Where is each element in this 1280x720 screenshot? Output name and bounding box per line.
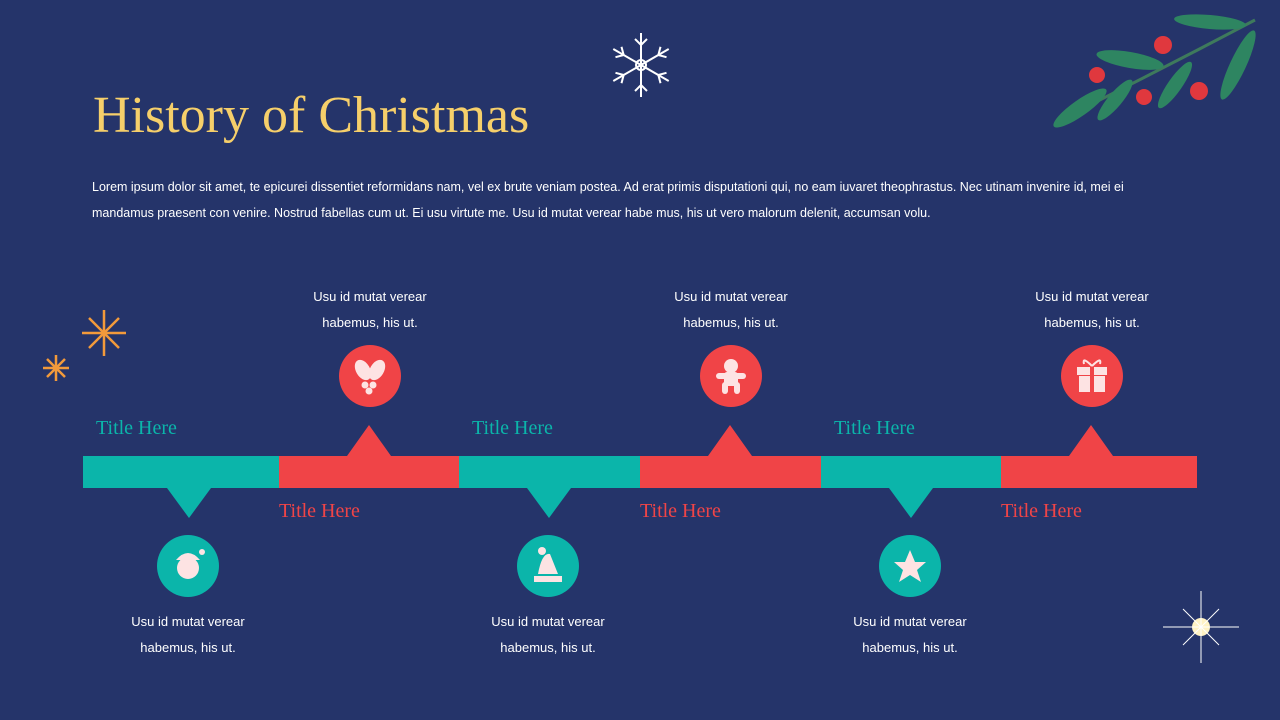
icon xyxy=(199,549,205,555)
item-text: Usu id mutat verear habemus, his ut. xyxy=(1035,289,1149,330)
icon xyxy=(361,381,369,389)
timeline-item xyxy=(821,456,1001,597)
timeline-segment xyxy=(1001,456,1197,488)
timeline xyxy=(83,345,1197,597)
intro-text: Lorem ipsum dolor sit amet, te epicurei … xyxy=(92,180,1124,220)
item-title: Title Here xyxy=(834,417,915,439)
timeline-segment xyxy=(459,456,640,488)
item-title: Title Here xyxy=(472,417,553,439)
mistletoe xyxy=(1053,14,1256,128)
timeline-item xyxy=(83,456,279,597)
pointer xyxy=(347,425,391,456)
icon xyxy=(369,381,377,389)
icon xyxy=(734,382,740,394)
icon xyxy=(538,547,546,555)
icon xyxy=(176,553,200,560)
icon xyxy=(716,373,746,379)
icon xyxy=(722,382,728,394)
item-title: Title Here xyxy=(640,500,721,522)
icon xyxy=(534,553,562,582)
timeline-segment xyxy=(640,456,821,488)
timeline-item xyxy=(279,345,459,488)
glow-star xyxy=(1163,591,1239,663)
item-title: Title Here xyxy=(1001,500,1082,522)
sparkle-stars xyxy=(43,310,126,381)
item-text: Usu id mutat verear habemus, his ut. xyxy=(674,289,788,330)
pointer xyxy=(527,488,571,518)
timeline-item xyxy=(1001,345,1197,488)
pointer xyxy=(889,488,933,518)
timeline-item xyxy=(459,456,640,597)
timeline-segment xyxy=(821,456,1001,488)
icon xyxy=(177,557,199,579)
icon xyxy=(354,359,372,381)
title: History of Christmas xyxy=(93,87,530,144)
item-text: Usu id mutat verear habemus, his ut. xyxy=(313,289,427,330)
icon xyxy=(365,387,373,395)
icon xyxy=(724,359,738,373)
icon xyxy=(1082,359,1102,367)
pointer xyxy=(1069,425,1113,456)
item-title: Title Here xyxy=(279,500,360,522)
icon xyxy=(894,550,926,582)
icon xyxy=(368,359,386,381)
pointer xyxy=(708,425,752,456)
item-text: Usu id mutat verear habemus, his ut. xyxy=(491,614,605,655)
pointer xyxy=(167,488,211,518)
item-title: Title Here xyxy=(96,417,177,439)
timeline-item xyxy=(640,345,821,488)
icon xyxy=(1090,367,1094,392)
item-text: Usu id mutat verear habemus, his ut. xyxy=(853,614,967,655)
timeline-segment xyxy=(279,456,459,488)
timeline-segment xyxy=(83,456,279,488)
item-text: Usu id mutat verear habemus, his ut. xyxy=(131,614,245,655)
snowflake xyxy=(612,33,670,97)
